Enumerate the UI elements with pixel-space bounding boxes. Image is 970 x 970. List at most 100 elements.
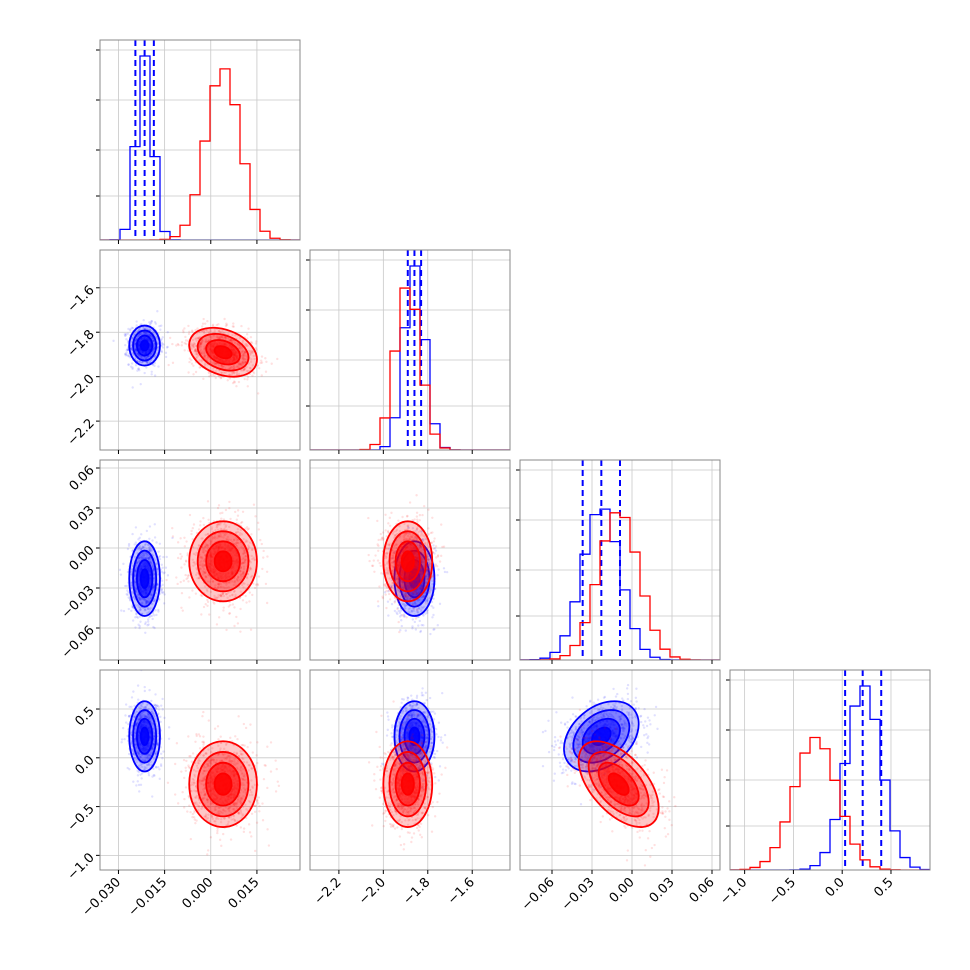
scatter-point xyxy=(155,562,158,565)
scatter-point xyxy=(127,544,131,547)
scatter-point xyxy=(126,547,130,551)
scatter-point xyxy=(152,347,156,351)
scatter-point xyxy=(423,542,426,545)
scatter-point xyxy=(160,344,163,348)
scatter-point xyxy=(223,335,226,339)
scatter-point xyxy=(420,546,423,549)
scatter-point xyxy=(232,322,235,325)
scatter-point xyxy=(145,599,148,603)
scatter-point xyxy=(420,595,423,599)
scatter-point xyxy=(265,570,269,574)
scatter-point xyxy=(210,538,214,541)
scatter-point xyxy=(252,371,256,375)
scatter-point xyxy=(203,559,206,562)
scatter-point xyxy=(156,345,160,349)
scatter-point xyxy=(412,591,415,594)
scatter-point xyxy=(426,599,429,602)
scatter-point xyxy=(171,536,174,540)
scatter-point xyxy=(400,586,404,589)
scatter-point xyxy=(432,597,435,600)
scatter-point xyxy=(427,557,430,561)
scatter-point xyxy=(250,533,253,536)
scatter-point xyxy=(199,567,202,570)
scatter-point xyxy=(208,613,211,616)
scatter-point xyxy=(186,554,189,557)
scatter-point xyxy=(149,335,152,338)
scatter-point xyxy=(229,517,232,521)
contour-series-0 xyxy=(136,559,154,599)
scatter-point xyxy=(125,584,128,588)
scatter-point xyxy=(239,566,243,569)
scatter-point xyxy=(125,354,129,357)
scatter-point xyxy=(211,530,215,534)
scatter-point xyxy=(252,556,255,559)
scatter-point xyxy=(161,346,165,349)
scatter-point xyxy=(236,622,240,625)
scatter-point xyxy=(433,547,437,550)
scatter-point xyxy=(156,341,159,344)
scatter-point xyxy=(417,624,420,627)
scatter-point xyxy=(150,320,153,323)
scatter-point xyxy=(242,353,246,356)
scatter-point xyxy=(203,362,207,365)
scatter-point xyxy=(432,575,435,578)
scatter-point xyxy=(425,573,429,576)
scatter-point xyxy=(221,335,224,339)
scatter-point xyxy=(217,583,221,586)
panel-1-1 xyxy=(306,249,511,454)
scatter-point xyxy=(144,608,147,612)
scatter-point xyxy=(143,609,146,612)
scatter-point xyxy=(245,369,249,373)
scatter-point xyxy=(137,623,140,626)
scatter-point xyxy=(153,614,156,617)
scatter-point xyxy=(416,518,419,521)
scatter-point xyxy=(247,349,251,353)
scatter-point xyxy=(180,344,183,347)
scatter-point xyxy=(129,365,133,368)
scatter-point xyxy=(145,552,149,556)
scatter-point xyxy=(199,342,202,346)
scatter-point xyxy=(190,358,193,362)
scatter-point xyxy=(142,331,146,334)
scatter-point xyxy=(409,597,412,601)
scatter-point xyxy=(148,333,151,337)
scatter-point xyxy=(145,361,148,364)
scatter-point xyxy=(193,348,197,351)
scatter-point xyxy=(405,616,408,619)
scatter-point xyxy=(437,568,440,571)
scatter-point xyxy=(425,577,429,581)
scatter-point xyxy=(428,564,432,568)
scatter-point xyxy=(156,583,159,586)
scatter-point xyxy=(408,611,411,614)
scatter-point xyxy=(128,356,132,359)
scatter-point xyxy=(238,336,242,340)
scatter-point xyxy=(134,586,137,589)
scatter-point xyxy=(156,588,159,592)
scatter-point xyxy=(224,371,227,374)
scatter-point xyxy=(218,329,221,333)
scatter-point xyxy=(240,574,243,577)
scatter-point xyxy=(242,586,245,589)
scatter-point xyxy=(397,536,401,539)
scatter-point xyxy=(200,351,203,355)
scatter-point xyxy=(161,591,164,595)
scatter-point xyxy=(237,541,240,545)
scatter-point xyxy=(141,557,145,560)
scatter-point xyxy=(381,595,384,598)
scatter-point xyxy=(241,350,244,353)
scatter-point xyxy=(142,553,145,556)
scatter-point xyxy=(192,561,195,564)
scatter-point xyxy=(414,628,418,631)
scatter-point xyxy=(142,357,145,360)
scatter-point xyxy=(206,598,209,602)
scatter-point xyxy=(181,609,184,612)
scatter-point xyxy=(217,593,220,597)
scatter-point xyxy=(425,568,429,572)
scatter-point xyxy=(216,536,219,540)
scatter-point xyxy=(230,365,233,369)
scatter-point xyxy=(236,344,239,347)
scatter-point xyxy=(383,591,387,594)
scatter-point xyxy=(148,360,152,363)
scatter-point xyxy=(231,593,234,596)
scatter-point xyxy=(246,528,249,531)
